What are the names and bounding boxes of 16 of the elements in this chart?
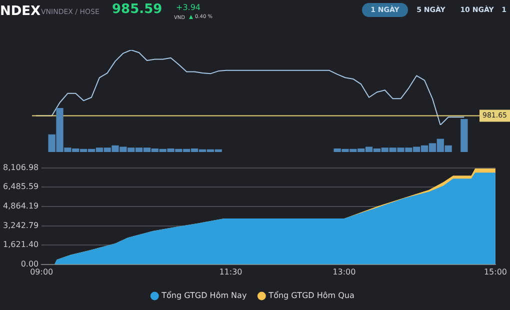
x-tick-label: 11:30 [219, 267, 242, 276]
chart-title: NDEX [0, 4, 41, 19]
legend-label: Tổng GTGD Hôm Nay [160, 291, 247, 300]
y-tick-label: 1,621.40 [3, 240, 39, 250]
text: +3.94 [176, 3, 201, 12]
y-tick-label: 4,864.19 [3, 202, 39, 211]
text: 985.59 [112, 2, 162, 17]
x-tick-label: 15:00 [484, 267, 508, 276]
x-tick-label: 13:00 [332, 267, 356, 276]
y-tick-label: 3,242.79 [3, 220, 39, 230]
x-tick-label: 09:00 [30, 267, 54, 276]
legend-label: Tổng GTGD Hôm Qua [268, 291, 354, 300]
y-tick-label: 8,106.98 [3, 162, 39, 172]
bar [460, 119, 468, 152]
y-tick-label: 6,485.59 [3, 182, 39, 192]
y-tick-label: 0.00 [20, 259, 39, 268]
